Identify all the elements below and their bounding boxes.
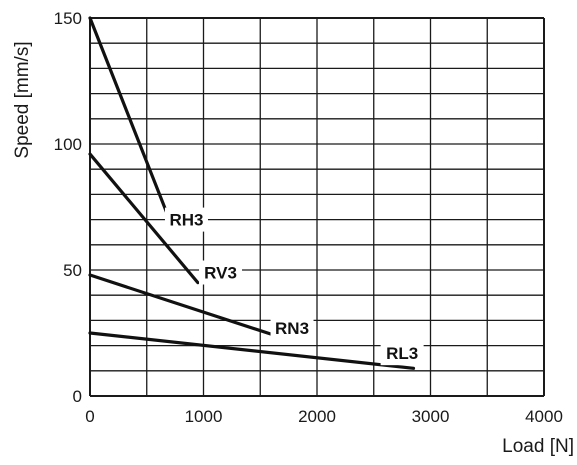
grid: [89, 17, 545, 397]
y-tick-label: 50: [63, 261, 82, 280]
series-label-rh3: RH3: [169, 211, 203, 230]
series-label-background: [199, 260, 243, 285]
series-label-rl3: RL3: [386, 344, 418, 363]
y-tick-label: 100: [54, 135, 82, 154]
series-label-background: [164, 207, 208, 232]
series-label-background: [380, 341, 424, 366]
y-tick-label: 0: [73, 387, 82, 406]
x-tick-label: 0: [85, 407, 94, 426]
series-line-rl3: [88, 331, 416, 370]
x-tick-label: 1000: [185, 407, 223, 426]
y-tick-label: 150: [54, 9, 82, 28]
series-line-rh3: [88, 16, 172, 222]
series-label-background: [270, 315, 314, 340]
x-axis-title: Load [N]: [502, 436, 574, 457]
series-label-rv3: RV3: [204, 264, 237, 283]
series-label-rn3: RN3: [275, 319, 309, 338]
y-axis-title: Speed [mm/s]: [12, 41, 33, 158]
series-labels: RH3 RV3 RN3 RL3: [164, 207, 424, 366]
series-line-rn3: [88, 273, 285, 340]
series-line-rv3: [88, 152, 200, 285]
x-tick-label: 3000: [412, 407, 450, 426]
tick-labels: 0 1000 2000 3000 4000 0 50 100 150: [54, 9, 563, 426]
x-tick-label: 4000: [525, 407, 563, 426]
series-lines: [88, 16, 416, 370]
x-tick-label: 2000: [298, 407, 336, 426]
